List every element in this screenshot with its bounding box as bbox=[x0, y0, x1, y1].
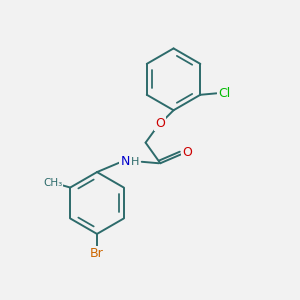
Text: Br: Br bbox=[90, 247, 104, 260]
Text: O: O bbox=[182, 146, 192, 159]
Text: O: O bbox=[155, 117, 165, 130]
Text: H: H bbox=[131, 157, 140, 167]
Text: N: N bbox=[120, 155, 130, 168]
Text: CH₃: CH₃ bbox=[43, 178, 62, 188]
Text: Cl: Cl bbox=[218, 87, 230, 100]
